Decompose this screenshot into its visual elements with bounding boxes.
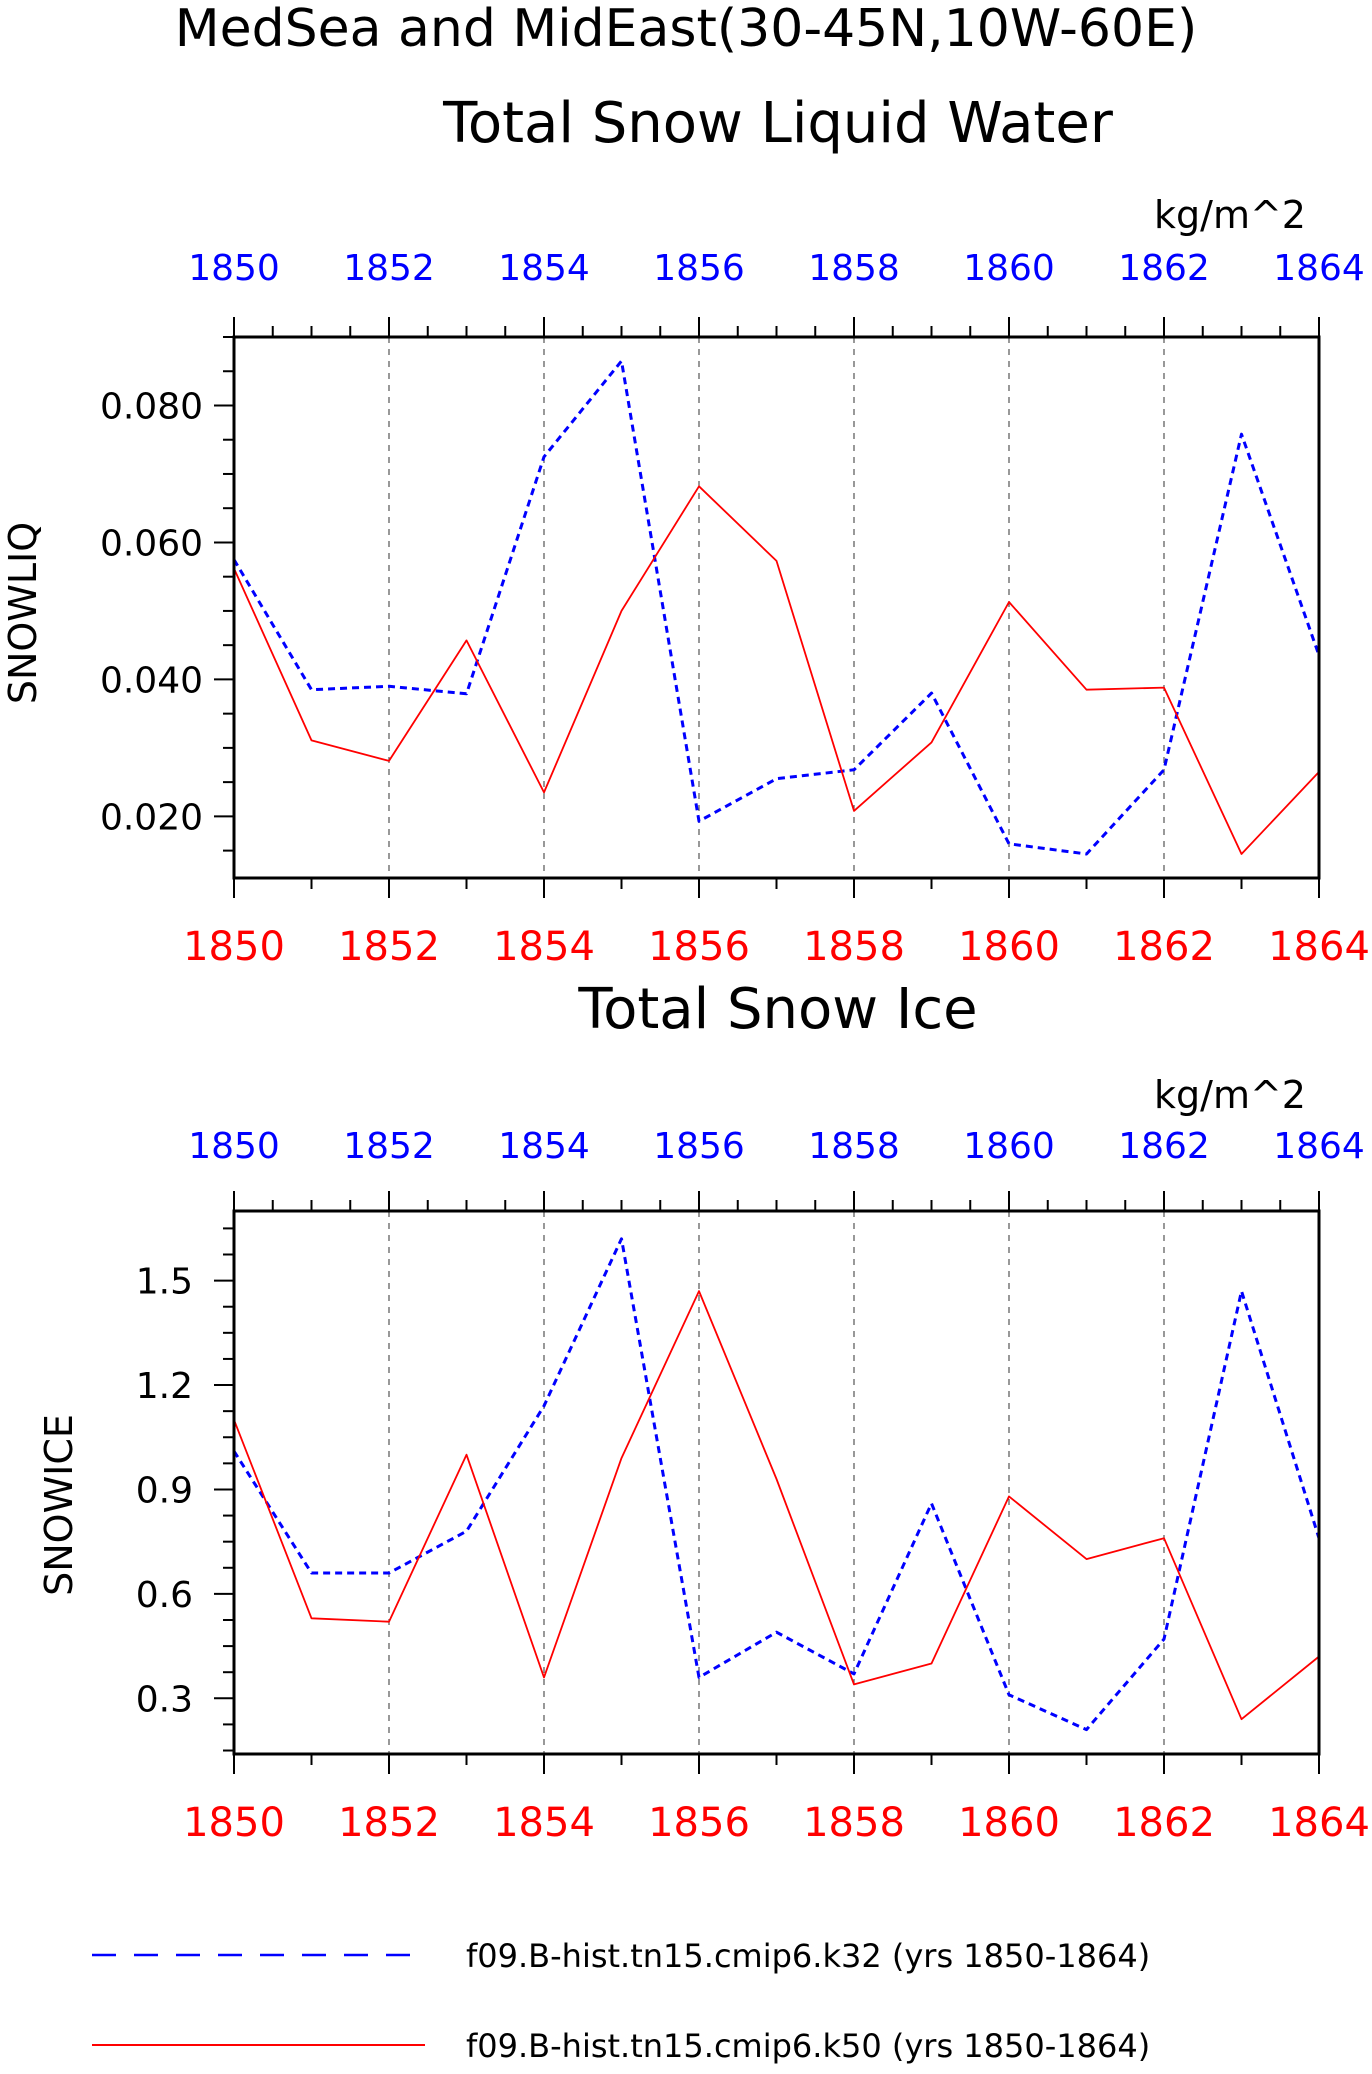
x-tick-label-top: 1860 [963, 1126, 1055, 1167]
x-tick-label-bottom: 1856 [648, 924, 750, 970]
series-line-k32 [232, 359, 1321, 856]
x-tick-label-bottom: 1850 [183, 1800, 285, 1846]
x-tick-label-bottom: 1854 [493, 1800, 595, 1846]
x-tick-label-bottom: 1864 [1268, 1800, 1370, 1846]
legend: f09.B-hist.tn15.cmip6.k32 (yrs 1850-1864… [92, 1937, 1150, 2065]
x-tick-label-bottom: 1860 [958, 1800, 1060, 1846]
x-tick-label-bottom: 1862 [1113, 924, 1215, 970]
y-tick-label: 0.9 [136, 1470, 193, 1511]
y-tick-label: 0.3 [136, 1679, 193, 1720]
y-tick-label: 0.060 [100, 523, 203, 564]
panel-1-plot: 1850 1850 1852 1852 1854 1854 1856 1856 1858 1858… [100, 248, 1370, 970]
x-tick-label-top: 1858 [808, 1126, 900, 1167]
x-tick-label-top: 1864 [1273, 248, 1365, 289]
y-tick-label: 0.080 [100, 386, 203, 427]
x-tick-label-top: 1852 [343, 248, 435, 289]
x-tick-label-bottom: 1854 [493, 924, 595, 970]
x-tick-label-bottom: 1858 [803, 924, 905, 970]
y-tick-label: 0.6 [136, 1575, 193, 1616]
x-tick-label-top: 1856 [653, 248, 745, 289]
x-tick-label-top: 1860 [963, 248, 1055, 289]
legend-label-k50: f09.B-hist.tn15.cmip6.k50 (yrs 1850-1864… [466, 2027, 1150, 2065]
panel-2-ylabel: SNOWICE [37, 1414, 81, 1596]
plot-frame [232, 1209, 1321, 1756]
x-tick-label-top: 1850 [188, 248, 280, 289]
x-tick-label-bottom: 1864 [1268, 924, 1370, 970]
panel-1-title: Total Snow Liquid Water [442, 91, 1114, 156]
x-tick-label-top: 1856 [653, 1126, 745, 1167]
y-tick-label: 1.5 [136, 1262, 193, 1303]
panel-1-ylabel: SNOWLIQ [1, 522, 45, 704]
y-tick-label: 1.2 [136, 1366, 193, 1407]
series-line-k32 [232, 1237, 1321, 1732]
x-tick-label-top: 1850 [188, 1126, 280, 1167]
main-title: MedSea and MidEast(30-45N,10W-60E) [175, 0, 1198, 59]
x-tick-label-bottom: 1858 [803, 1800, 905, 1846]
x-tick-label-bottom: 1856 [648, 1800, 750, 1846]
x-tick-label-bottom: 1860 [958, 924, 1060, 970]
x-tick-label-top: 1854 [498, 1126, 590, 1167]
x-tick-label-top: 1862 [1118, 248, 1210, 289]
x-tick-label-top: 1864 [1273, 1126, 1365, 1167]
series-line-k50 [233, 1290, 1320, 1721]
x-tick-label-bottom: 1850 [183, 924, 285, 970]
x-tick-label-top: 1858 [808, 248, 900, 289]
plot-frame [232, 335, 1321, 880]
panel-2-plot: 1850 1850 1852 1852 1854 1854 1856 1856 1858 1858… [136, 1126, 1370, 1846]
panel-2-units: kg/m^2 [1154, 1073, 1306, 1117]
x-tick-label-bottom: 1852 [338, 1800, 440, 1846]
y-tick-label: 0.020 [100, 797, 203, 838]
x-tick-label-top: 1862 [1118, 1126, 1210, 1167]
x-tick-label-bottom: 1862 [1113, 1800, 1215, 1846]
x-tick-label-bottom: 1852 [338, 924, 440, 970]
x-tick-label-top: 1854 [498, 248, 590, 289]
legend-label-k32: f09.B-hist.tn15.cmip6.k32 (yrs 1850-1864… [466, 1937, 1150, 1975]
series-line-k50 [233, 485, 1320, 855]
panel-1-units: kg/m^2 [1154, 193, 1306, 237]
y-tick-label: 0.040 [100, 660, 203, 701]
panel-2-title: Total Snow Ice [577, 977, 977, 1042]
x-tick-label-top: 1852 [343, 1126, 435, 1167]
